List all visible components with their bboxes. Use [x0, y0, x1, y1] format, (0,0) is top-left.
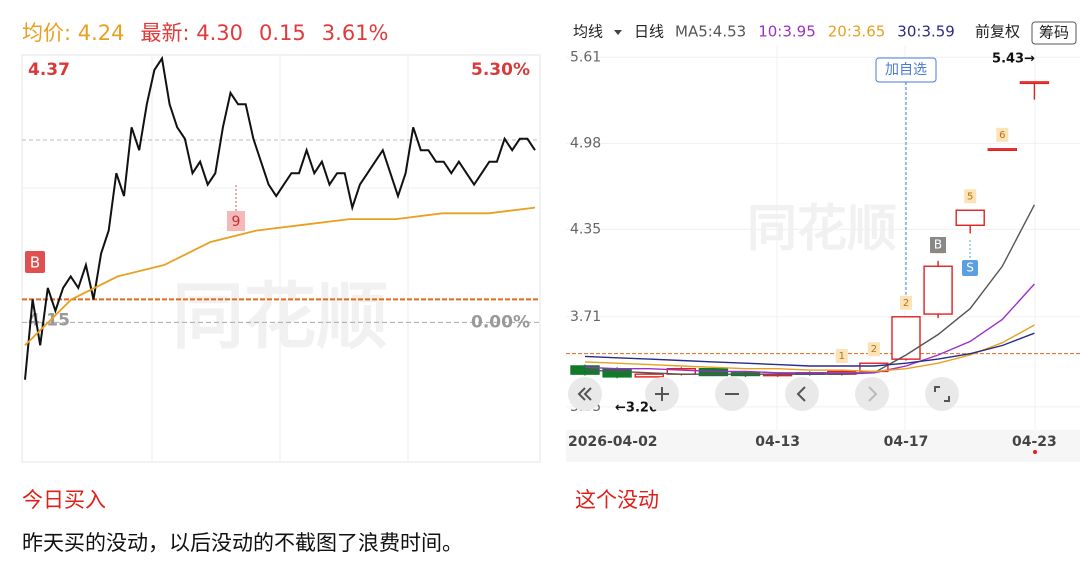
candle-body — [891, 316, 921, 360]
note: 昨天买的没动，以后没动的不截图了浪费时间。 — [22, 531, 463, 555]
adjust: 前复权 — [975, 23, 1020, 41]
badge: 5 — [967, 191, 973, 202]
marker: 9 — [232, 214, 241, 230]
legend-entry: 30:3.59 — [897, 23, 955, 41]
toolbar-icons — [577, 386, 950, 402]
watermark: 同花顺 — [747, 200, 897, 258]
header-item: 最新: 4.30 — [141, 21, 244, 45]
btn-full[interactable] — [925, 377, 959, 411]
add-box[interactable] — [875, 57, 937, 83]
caption-right: 这个没动 — [575, 488, 659, 512]
candle-body — [923, 265, 953, 315]
marker-bg — [227, 211, 245, 231]
candle-body — [987, 148, 1017, 151]
left-panel — [21, 54, 541, 463]
header-item: 均价: 4.24 — [22, 21, 125, 45]
low-label: ←3.26 — [615, 401, 658, 416]
toolbar-item: 均线 — [573, 23, 603, 41]
chips-btn[interactable] — [1031, 21, 1077, 45]
x-tick-label: 04-17 — [884, 434, 929, 450]
today-dot — [1033, 450, 1037, 454]
add-label: 加自选 — [885, 62, 927, 78]
buy-mark: B — [934, 238, 942, 252]
candle-body — [1019, 81, 1050, 85]
y2-tick-label: 0.00% — [471, 312, 530, 332]
header-item: 0.15 — [259, 21, 306, 45]
series-line — [24, 206, 536, 346]
high-label: 5.43→ — [992, 51, 1035, 66]
sell-bg — [962, 260, 978, 276]
legend-entry: 20:3.65 — [828, 23, 886, 41]
candle-body — [955, 209, 985, 226]
ma-line — [584, 332, 1035, 367]
series-line — [24, 55, 536, 380]
y-tick-label: 4.35 — [570, 221, 601, 237]
ma-line — [584, 283, 1035, 374]
watermark: 同花顺 — [172, 275, 388, 359]
y-tick-label: 4.37 — [28, 60, 70, 80]
candle-body — [602, 367, 632, 378]
y-tick-label: 3.71 — [570, 309, 601, 325]
caption-left: 今日买入 — [22, 488, 106, 512]
x-tick-label: 04-13 — [755, 434, 800, 450]
btn-next[interactable] — [855, 377, 889, 411]
badge-bg — [964, 189, 977, 204]
badge-bg — [996, 127, 1009, 142]
marker-bg — [25, 251, 45, 273]
btn-prev[interactable] — [785, 377, 819, 411]
toolbar — [568, 377, 959, 411]
toolbar-item: 日线 — [634, 23, 664, 41]
badge: 6 — [999, 130, 1005, 141]
candle-body — [698, 367, 729, 377]
candle-body — [634, 373, 664, 378]
x-tick-label: 04-23 — [1012, 434, 1057, 450]
x-tick-label: 2026-04-02 — [568, 434, 658, 450]
y-tick-label: 4.98 — [570, 135, 601, 151]
ma-line — [584, 204, 1036, 375]
badge: 2 — [871, 344, 877, 355]
dropdown — [614, 30, 622, 35]
y2-tick-label: 5.30% — [471, 60, 530, 80]
badge: 2 — [903, 298, 909, 309]
legend-entry: 10:3.95 — [758, 23, 816, 41]
badge-bg — [835, 349, 848, 364]
badge: 1 — [839, 351, 845, 362]
badge-bg — [867, 342, 880, 357]
date-strip — [566, 430, 1080, 462]
chips: 筹码 — [1039, 24, 1069, 42]
header-item: 3.61% — [322, 21, 389, 45]
sell-mark: S — [966, 261, 974, 275]
buy-bg — [930, 237, 946, 253]
legend-entry: MA5:4.53 — [675, 23, 746, 41]
ma-line — [584, 324, 1035, 373]
badge-bg — [900, 295, 912, 310]
y-tick-label: 5.61 — [570, 49, 601, 65]
marker: B — [30, 254, 40, 272]
